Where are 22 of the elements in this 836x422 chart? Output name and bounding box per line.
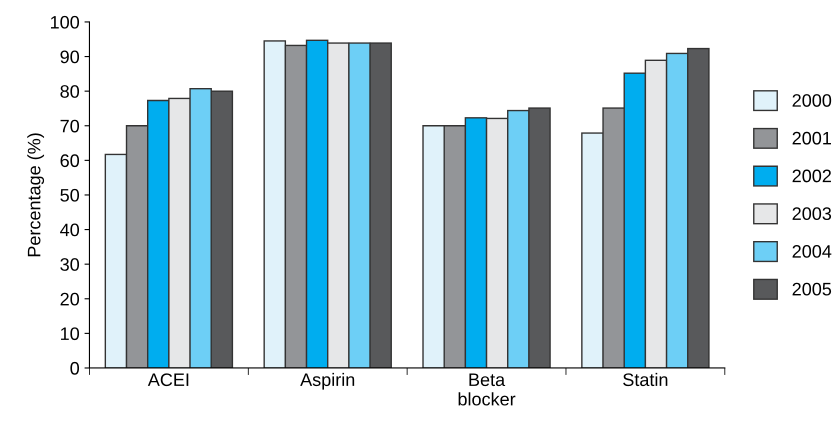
y-tick-label: 60 bbox=[60, 154, 80, 168]
x-tick-label: Aspirin bbox=[300, 372, 354, 390]
y-tick-label: 80 bbox=[60, 85, 80, 98]
y-tick-label: 50 bbox=[60, 188, 80, 202]
y-tick-label: 20 bbox=[60, 292, 80, 306]
y-tick-label: 70 bbox=[60, 120, 80, 132]
x-tick-label: ACEI bbox=[148, 373, 188, 386]
legend-label: 2004 bbox=[792, 245, 832, 258]
x-tick-label: Statin bbox=[623, 372, 668, 386]
legend-label: 2002 bbox=[792, 170, 831, 182]
y-tick-label: 90 bbox=[60, 50, 80, 64]
legend-label: 2003 bbox=[792, 207, 832, 220]
y-tick-label: 0 bbox=[70, 362, 80, 375]
legend-label: 2001 bbox=[792, 132, 831, 145]
y-tick-label: 10 bbox=[61, 327, 80, 340]
y-tick-label: 100 bbox=[50, 16, 80, 29]
y-tick-label: 30 bbox=[60, 258, 80, 271]
y-axis-title: Percentage (%) bbox=[27, 133, 44, 256]
legend-label: 2000 bbox=[792, 94, 832, 107]
y-tick-label: 40 bbox=[60, 224, 80, 236]
legend-label: 2005 bbox=[792, 282, 832, 296]
x-tick-label: Beta blocker bbox=[458, 374, 516, 406]
